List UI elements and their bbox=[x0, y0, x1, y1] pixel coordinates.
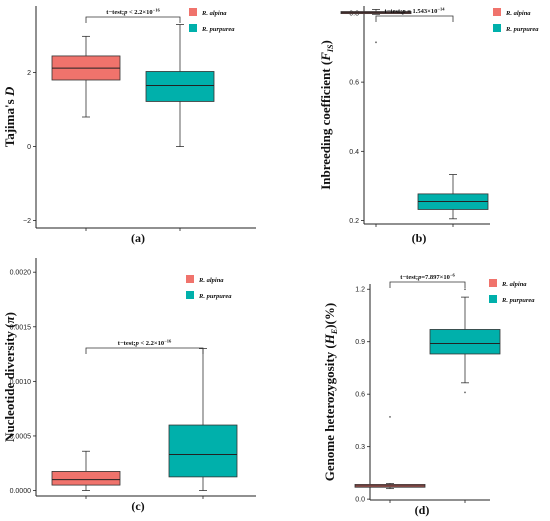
y-tick-label: 0.3 bbox=[355, 444, 365, 451]
legend-swatch-purpurea bbox=[489, 295, 497, 303]
legend-swatch-alpina bbox=[189, 8, 197, 16]
legend-label: R. alpina bbox=[505, 10, 531, 17]
legend-label: R. purpurea bbox=[198, 293, 232, 300]
y-axis-label: Genome heterozygosity (HE)(%) bbox=[322, 303, 339, 481]
panel-label: (b) bbox=[412, 231, 427, 245]
panel-label: (a) bbox=[131, 231, 145, 245]
legend-label: R. alpina bbox=[198, 277, 224, 284]
significance-annotation: t−test;p < 2.2×10−16 bbox=[106, 8, 160, 17]
legend-swatch-alpina bbox=[489, 279, 497, 287]
legend-label: R. alpina bbox=[501, 281, 527, 288]
legend-label: R. purpurea bbox=[505, 26, 539, 33]
significance-bracket bbox=[375, 15, 454, 22]
significance-bracket bbox=[85, 347, 204, 354]
legend-label: R. alpina bbox=[201, 10, 227, 17]
y-tick-label: −2 bbox=[23, 218, 31, 225]
y-tick-label: 0.4 bbox=[349, 149, 359, 156]
legend-label: R. purpurea bbox=[201, 26, 235, 33]
significance-annotation: t−test;p = 1.543×10−14 bbox=[385, 7, 446, 16]
significance-annotation: t−test;p < 2.2×10−16 bbox=[118, 339, 172, 348]
legend-label: R. purpurea bbox=[501, 297, 535, 304]
box-purpurea bbox=[429, 329, 501, 355]
y-axis-label: Tajima's D bbox=[2, 86, 17, 147]
y-tick-label: 0.6 bbox=[349, 80, 359, 87]
legend-swatch-alpina bbox=[186, 275, 194, 283]
y-tick-label: 0.0010 bbox=[10, 379, 32, 386]
y-tick-label: 0.0020 bbox=[10, 270, 32, 277]
outlier-point bbox=[464, 391, 466, 394]
outlier-point bbox=[464, 288, 466, 291]
legend-swatch-alpina bbox=[493, 8, 501, 16]
panel-label: (d) bbox=[415, 503, 430, 517]
y-tick-label: 0.9 bbox=[355, 339, 365, 346]
y-tick-label: 0.0 bbox=[355, 497, 365, 504]
legend-swatch-purpurea bbox=[189, 24, 197, 32]
y-tick-label: 0.0000 bbox=[10, 488, 32, 495]
y-axis-label: Nucleotide diversity (π) bbox=[2, 312, 17, 442]
significance-annotation: t−test;p=7.897×10−6 bbox=[400, 273, 455, 282]
significance-bracket bbox=[389, 281, 466, 288]
y-tick-label: 2 bbox=[27, 70, 31, 77]
legend-swatch-purpurea bbox=[186, 291, 194, 299]
y-tick-label: 0 bbox=[27, 144, 31, 151]
outlier-point bbox=[389, 416, 391, 418]
y-tick-label: 0.2 bbox=[349, 218, 359, 225]
y-tick-label: 0.0005 bbox=[10, 433, 32, 440]
box-alpina bbox=[51, 471, 121, 486]
panel-label: (c) bbox=[131, 499, 144, 513]
significance-bracket bbox=[85, 16, 181, 23]
y-tick-label: 0.6 bbox=[355, 392, 365, 399]
legend-swatch-purpurea bbox=[493, 24, 501, 32]
y-tick-label: 1.2 bbox=[355, 287, 365, 294]
y-tick-label: 0.0015 bbox=[10, 324, 32, 331]
outlier-point bbox=[375, 41, 377, 44]
box-purpurea bbox=[168, 424, 238, 478]
y-axis-label: Inbreeding coefficient (FIS) bbox=[318, 40, 335, 190]
box-purpurea bbox=[145, 71, 215, 102]
